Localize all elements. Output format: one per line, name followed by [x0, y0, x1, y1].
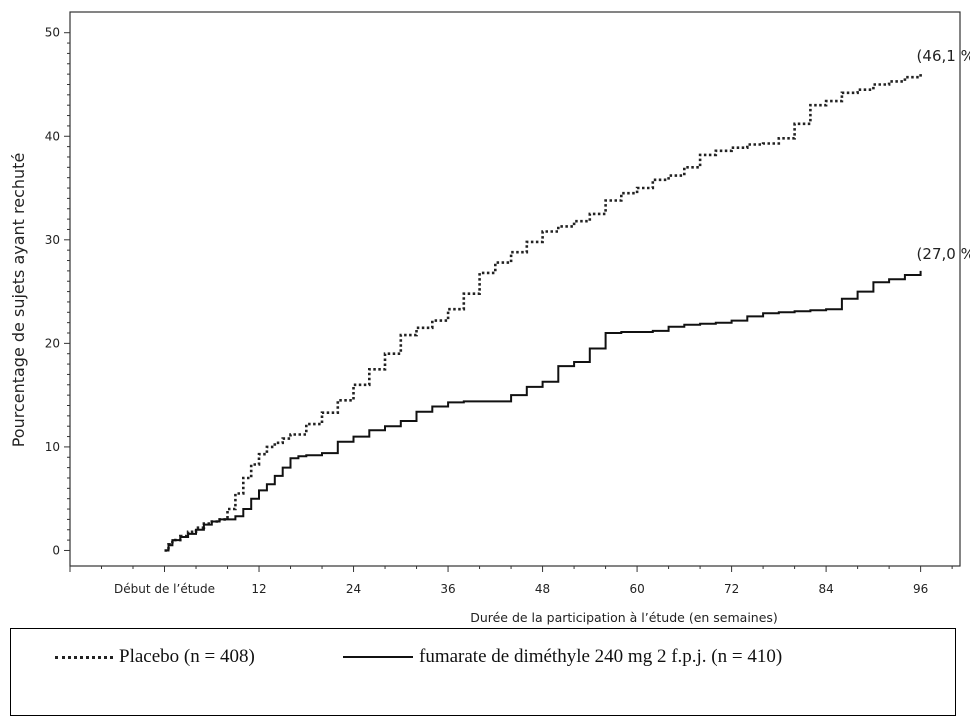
x-tick-label: 24: [346, 582, 361, 596]
y-tick-label: 20: [45, 336, 60, 350]
x-tick-label: 36: [440, 582, 455, 596]
x-tick-label: 48: [535, 582, 550, 596]
y-axis-title: Pourcentage de sujets ayant rechuté: [9, 153, 28, 448]
series-dmf-line: [164, 270, 922, 552]
legend: Placebo (n = 408) fumarate de diméthyle …: [10, 628, 956, 716]
plot-border: [69, 11, 961, 567]
legend-item-placebo: Placebo (n = 408): [55, 646, 255, 668]
end-label-placebo: (46,1 %): [917, 47, 970, 65]
legend-label-placebo: Placebo (n = 408): [119, 646, 255, 667]
x-axis-title: Durée de la participation à l’étude (en …: [470, 610, 778, 625]
x-axis: Début de l’étude 12 24 36 48 60 72 84 96: [69, 566, 953, 596]
end-labels: (46,1 %) (27,0 %): [917, 47, 970, 263]
series-layer: [164, 73, 922, 552]
legend-dotted-line-icon: [55, 655, 113, 659]
legend-label-dmf: fumarate de diméthyle 240 mg 2 f.p.j. (n…: [419, 646, 783, 667]
y-tick-label: 40: [45, 129, 60, 143]
series-placebo-line: [164, 73, 922, 552]
y-tick-label: 0: [52, 543, 60, 557]
plot-frame: [69, 11, 961, 567]
y-axis: 0 10 20 30 40 50: [45, 26, 70, 557]
legend-solid-line-icon: [343, 656, 413, 658]
end-label-dmf: (27,0 %): [917, 245, 970, 263]
x-tick-label: 60: [629, 582, 644, 596]
x-tick-label: 84: [818, 582, 833, 596]
x-tick-label: 96: [913, 582, 928, 596]
y-tick-label: 50: [45, 26, 60, 40]
y-tick-label: 10: [45, 440, 60, 454]
x-tick-label: 12: [251, 582, 266, 596]
legend-item-dmf: fumarate de diméthyle 240 mg 2 f.p.j. (n…: [343, 646, 782, 668]
y-tick-label: 30: [45, 233, 60, 247]
x-tick-label: Début de l’étude: [114, 582, 215, 596]
relapse-chart: 0 10 20 30 40 50 Début de l’étude 12 24 36 48 60 72…: [9, 11, 970, 625]
x-tick-label: 72: [724, 582, 739, 596]
